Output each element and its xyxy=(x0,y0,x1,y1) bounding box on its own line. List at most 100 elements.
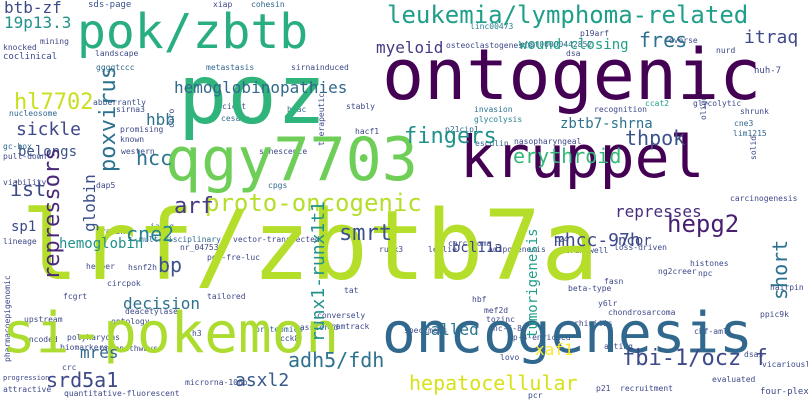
word: ppic9k xyxy=(760,310,789,319)
word: pok/zbtb xyxy=(77,4,309,60)
word: sp1 xyxy=(11,219,37,235)
word: attractive xyxy=(3,385,52,394)
word: cbf-aml xyxy=(694,327,728,336)
word: coclinical xyxy=(3,52,58,62)
word: conversely xyxy=(317,311,366,320)
word: smrt xyxy=(339,221,392,246)
word: multidisciplinary xyxy=(139,235,221,244)
word: fingers xyxy=(404,124,497,149)
word: erythroid xyxy=(513,144,622,168)
word: glycolytic xyxy=(693,99,742,108)
word: progression xyxy=(3,374,50,382)
word: beta-type xyxy=(568,284,612,293)
word: invasion xyxy=(474,105,513,114)
word: pg5-fre-luc xyxy=(207,253,260,262)
word: hcc xyxy=(136,146,173,170)
word: carcinogenesis xyxy=(730,194,798,203)
word: dap5 xyxy=(96,181,116,190)
word: poz xyxy=(178,48,327,143)
word: p21cip1 xyxy=(445,125,479,134)
word: bp xyxy=(158,253,183,277)
word: vector-transfected xyxy=(233,235,320,244)
word: quantitative-fluorescent xyxy=(64,389,180,398)
word: mef2d xyxy=(484,306,509,315)
word: biomarkers xyxy=(60,343,109,352)
word: dsa xyxy=(566,49,581,58)
word: nasopharyngeal xyxy=(514,137,582,146)
word: nucleosome xyxy=(9,109,58,118)
word: nurd xyxy=(716,46,736,55)
word: oncopathways xyxy=(100,344,158,353)
word: ggggtccc xyxy=(96,63,135,72)
word: called xyxy=(421,320,479,339)
word: known xyxy=(120,135,145,144)
word: poxvirus xyxy=(96,66,121,172)
word: myeloid xyxy=(376,38,444,57)
word: hepg2 xyxy=(667,210,740,238)
word: asxl2 xyxy=(235,370,290,391)
word: microrna-106b xyxy=(185,378,248,387)
word: decision xyxy=(123,294,201,313)
word: recruitment xyxy=(620,384,673,393)
word: hairpin xyxy=(770,283,804,292)
word: cicat xyxy=(222,102,247,111)
word: runx1-runx1t1 xyxy=(308,201,329,342)
word: metastasis xyxy=(206,63,255,72)
word: huh-7 xyxy=(754,66,782,76)
word: viability xyxy=(3,178,47,187)
word: fres xyxy=(639,28,688,52)
word: proteomics xyxy=(255,325,304,334)
word: bcl11a xyxy=(452,240,503,256)
word: hsnf2h xyxy=(128,263,157,272)
word: upstream xyxy=(24,315,63,324)
word: ontogenic xyxy=(382,34,762,116)
word: chondrosarcoma xyxy=(608,308,676,317)
word: btb-zf xyxy=(4,0,62,17)
word: cpgs xyxy=(268,181,288,190)
word: tat xyxy=(344,286,359,295)
word: acting xyxy=(604,342,633,351)
word: pcr xyxy=(528,391,543,400)
word: cohesin xyxy=(251,0,285,9)
word: cck8 xyxy=(280,334,300,343)
word: reverse xyxy=(664,36,698,45)
word: loss-driven xyxy=(614,243,667,252)
word: glycolysis xyxy=(474,115,523,124)
word: encoded xyxy=(24,335,58,344)
word: thpok xyxy=(625,126,686,150)
word: tramtrack xyxy=(326,322,370,331)
word: kruppel xyxy=(460,123,705,191)
word: sirnainduced xyxy=(291,63,349,72)
word: esculin xyxy=(475,139,509,148)
word: osteoclastogenesis xyxy=(446,41,533,50)
word: prazak xyxy=(96,227,125,236)
word: linc00473 xyxy=(470,22,514,31)
word: adh5/fdh xyxy=(288,348,385,372)
word: ng2creer xyxy=(658,267,697,276)
word: landscape xyxy=(95,49,139,58)
word: vicariously xyxy=(762,360,808,369)
word: wound-closing xyxy=(519,37,629,53)
word: masstered xyxy=(295,323,339,332)
word: lrf/zbtb7a xyxy=(21,190,599,302)
word: pull-down xyxy=(3,152,47,161)
word: stably xyxy=(346,102,375,111)
word: npc xyxy=(698,269,713,278)
word: arf xyxy=(174,194,214,219)
word: hemoglobin xyxy=(59,236,144,252)
word: lineage xyxy=(3,237,37,246)
word: solid xyxy=(749,135,758,160)
word: belongs xyxy=(18,144,78,160)
word: histones xyxy=(690,259,729,268)
word: cesare xyxy=(221,114,250,123)
word: crc xyxy=(62,363,77,372)
word: xiap xyxy=(213,0,233,9)
word: knocked xyxy=(3,43,37,52)
word: promising xyxy=(120,125,164,134)
word: hbf xyxy=(472,295,487,304)
word: fcgrt xyxy=(63,292,88,301)
word: hbb xyxy=(146,110,175,129)
word: ccat2 xyxy=(645,99,670,108)
word: proto-oncogenic xyxy=(205,189,422,217)
